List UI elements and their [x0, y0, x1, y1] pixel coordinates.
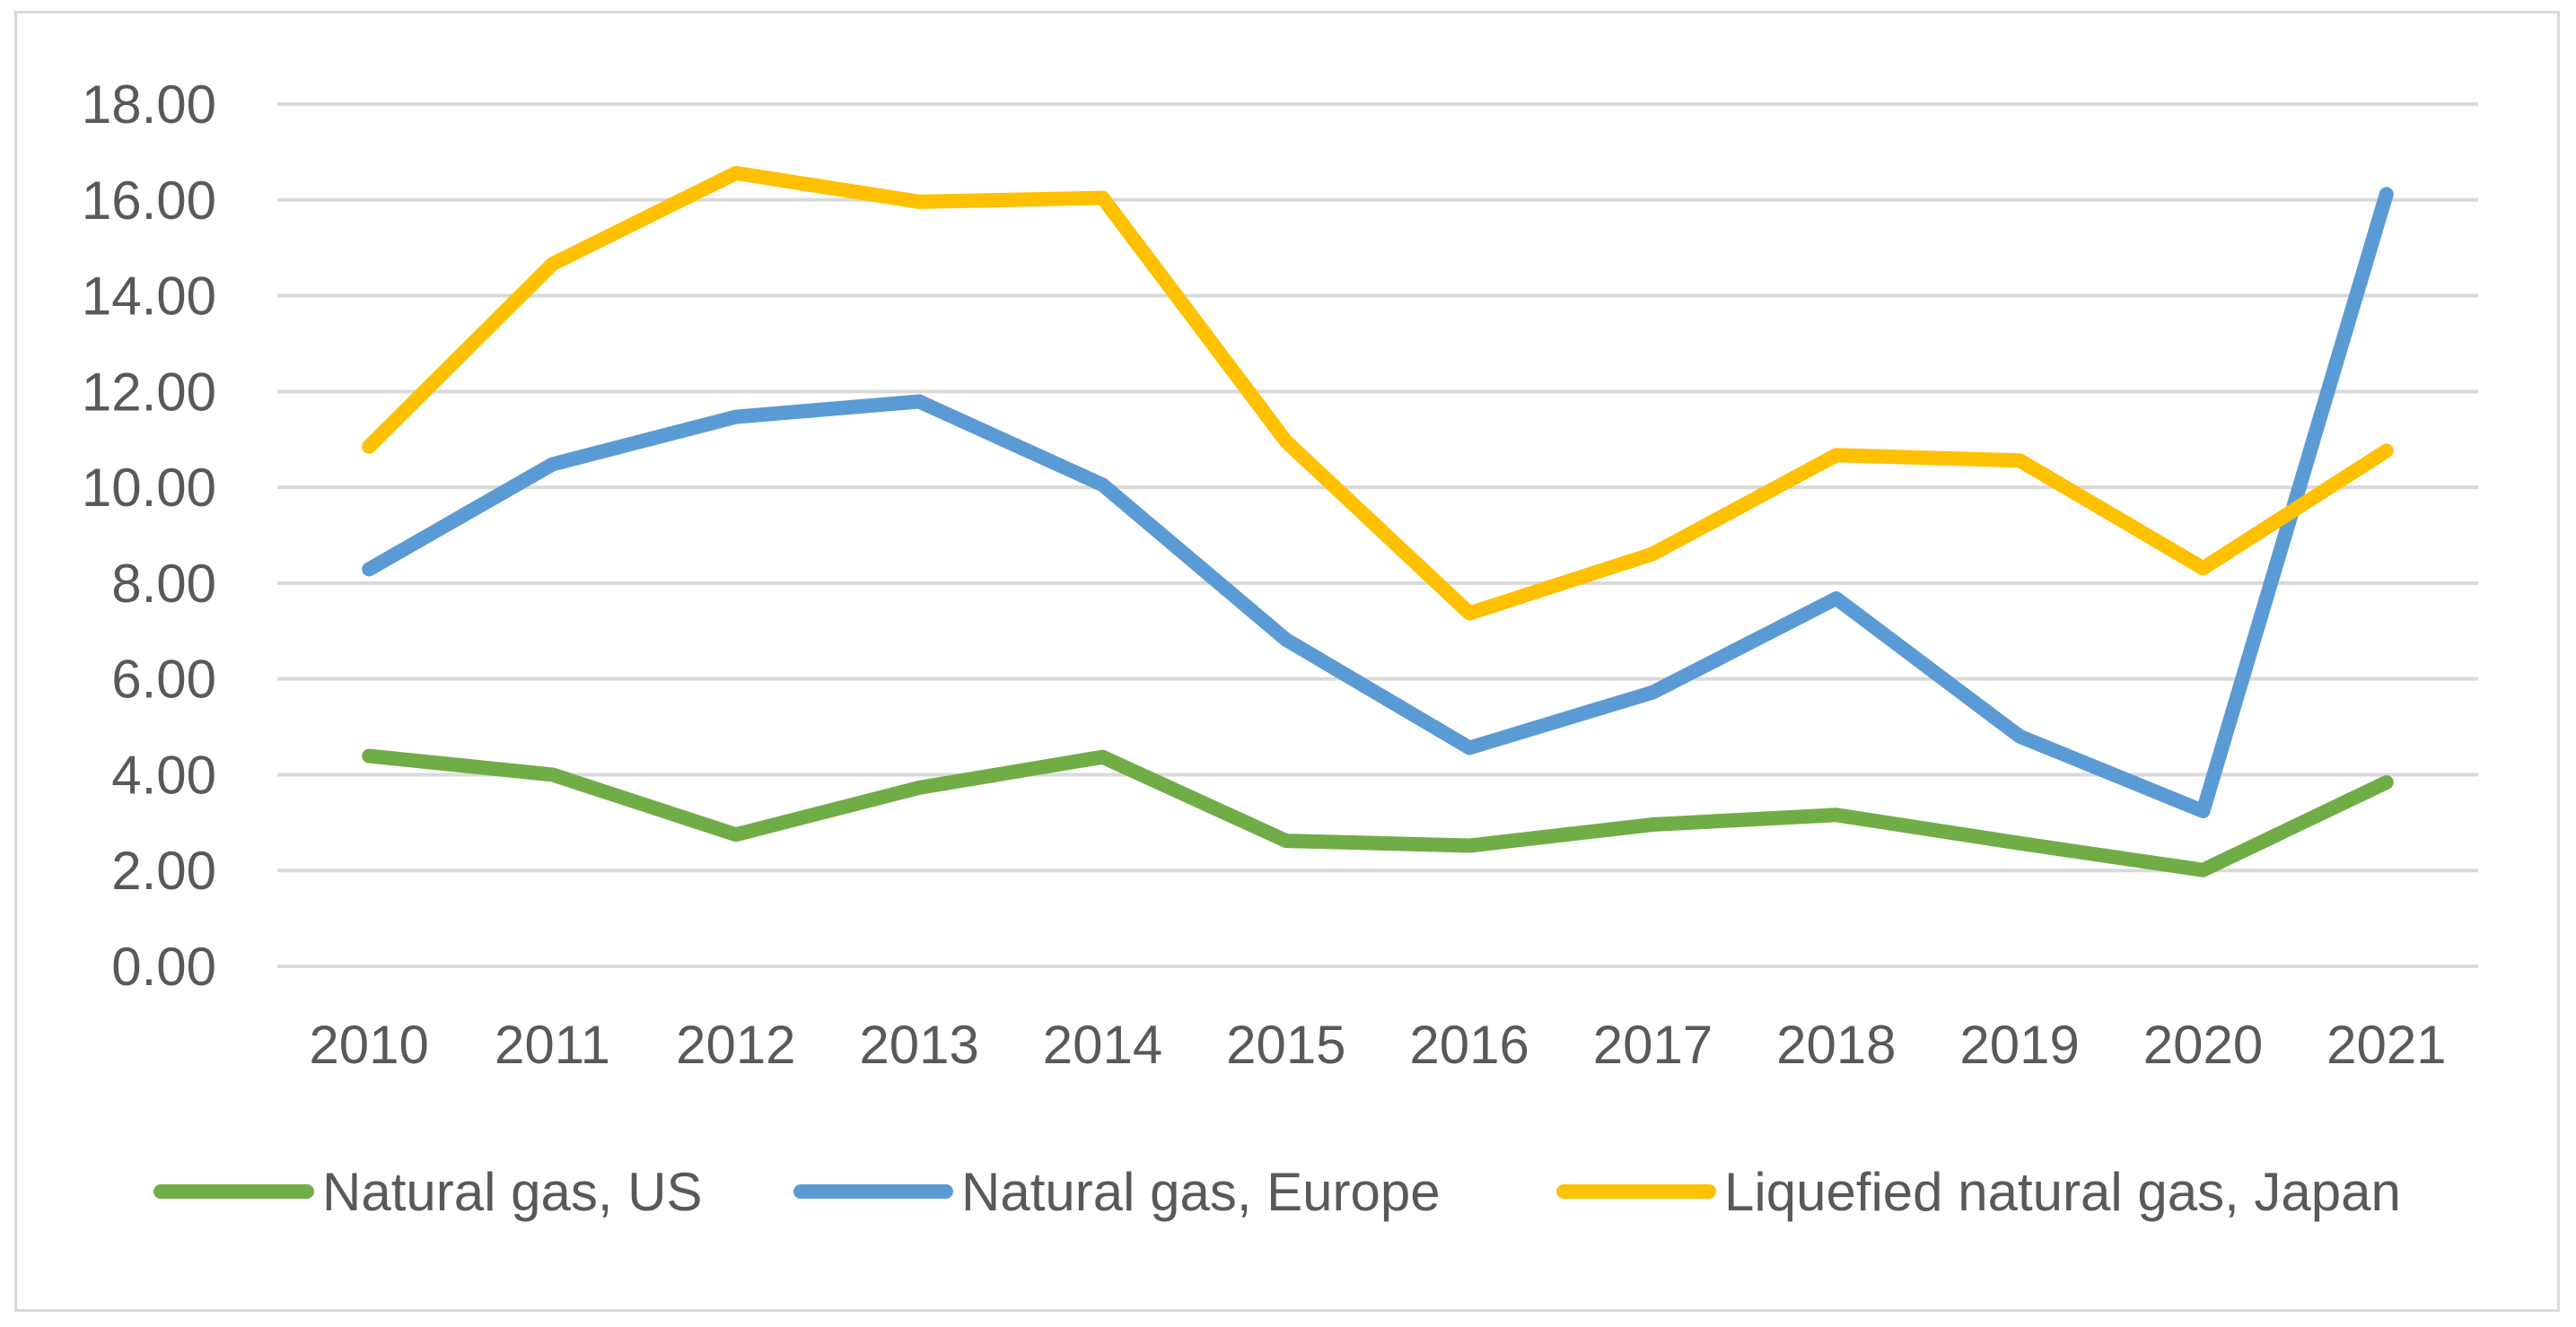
x-tick-label: 2010: [309, 1015, 428, 1075]
data-point: [1652, 824, 1653, 825]
series-line-0: [362, 748, 2394, 877]
y-tick-label: 12.00: [82, 362, 216, 422]
y-tick-label: 2.00: [111, 841, 216, 901]
data-point: [918, 201, 920, 203]
data-point: [735, 172, 737, 174]
x-axis-ticks: 2010 2011 2012 2013 2014 2015 2016 2017 2018 2019…: [309, 1015, 2446, 1075]
data-point: [368, 446, 370, 448]
data-point: [918, 401, 920, 403]
y-axis-ticks: 0.00 2.00 4.00 6.00 8.00 10.00 12.00 14.00 16.00…: [82, 74, 216, 997]
data-point: [1285, 840, 1287, 842]
y-tick-label: 0.00: [111, 937, 216, 997]
data-point: [2386, 193, 2388, 195]
gridlines: [277, 102, 2478, 968]
data-point: [2386, 450, 2388, 452]
x-tick-label: 2019: [1959, 1015, 2079, 1075]
data-point: [368, 568, 370, 570]
chart-frame: 0.00 2.00 4.00 6.00 8.00 10.00 12.00 14.00 16.00…: [14, 11, 2560, 1312]
series-line-2: [362, 165, 2394, 621]
line-chart: 0.00 2.00 4.00 6.00 8.00 10.00 12.00 14.00 16.00…: [82, 74, 2478, 1222]
data-point: [918, 787, 920, 789]
legend-label-0: Natural gas, US: [322, 1162, 703, 1222]
data-point: [1102, 756, 1103, 758]
y-tick-label: 18.00: [82, 74, 216, 135]
y-tick-label: 4.00: [111, 745, 216, 805]
data-point: [368, 755, 370, 757]
y-tick-label: 8.00: [111, 554, 216, 614]
data-point: [735, 416, 737, 418]
data-point: [2386, 781, 2388, 783]
x-tick-label: 2013: [859, 1015, 978, 1075]
data-point: [552, 263, 553, 265]
x-tick-label: 2015: [1226, 1015, 1345, 1075]
data-point: [1468, 844, 1470, 846]
series-line-1: [362, 187, 2394, 818]
data-point: [552, 463, 553, 465]
x-tick-label: 2014: [1043, 1015, 1162, 1075]
x-tick-label: 2020: [2143, 1015, 2263, 1075]
x-tick-label: 2011: [495, 1015, 610, 1075]
legend-label-2: Liquefied natural gas, Japan: [1724, 1162, 2401, 1222]
y-tick-label: 16.00: [82, 170, 216, 231]
x-tick-label: 2012: [676, 1015, 795, 1075]
x-tick-label: 2021: [2326, 1015, 2446, 1075]
y-tick-label: 6.00: [111, 650, 216, 710]
data-point: [2203, 567, 2204, 569]
x-tick-label: 2016: [1409, 1015, 1529, 1075]
data-point: [1285, 639, 1287, 641]
legend-label-1: Natural gas, Europe: [961, 1162, 1441, 1222]
data-point: [735, 834, 737, 835]
data-point: [1652, 692, 1653, 694]
data-point: [552, 773, 553, 775]
data-point: [2203, 869, 2204, 871]
data-point: [1102, 197, 1103, 199]
data-point: [1468, 747, 1470, 749]
x-tick-label: 2017: [1593, 1015, 1713, 1075]
data-point: [2203, 810, 2204, 812]
x-tick-label: 2018: [1776, 1015, 1896, 1075]
legend: Natural gas, US Natural gas, Europe Liquef…: [153, 1162, 2401, 1222]
data-point: [1468, 613, 1470, 615]
y-tick-label: 14.00: [82, 266, 216, 327]
series-lines: [362, 165, 2394, 877]
y-tick-label: 10.00: [82, 458, 216, 518]
